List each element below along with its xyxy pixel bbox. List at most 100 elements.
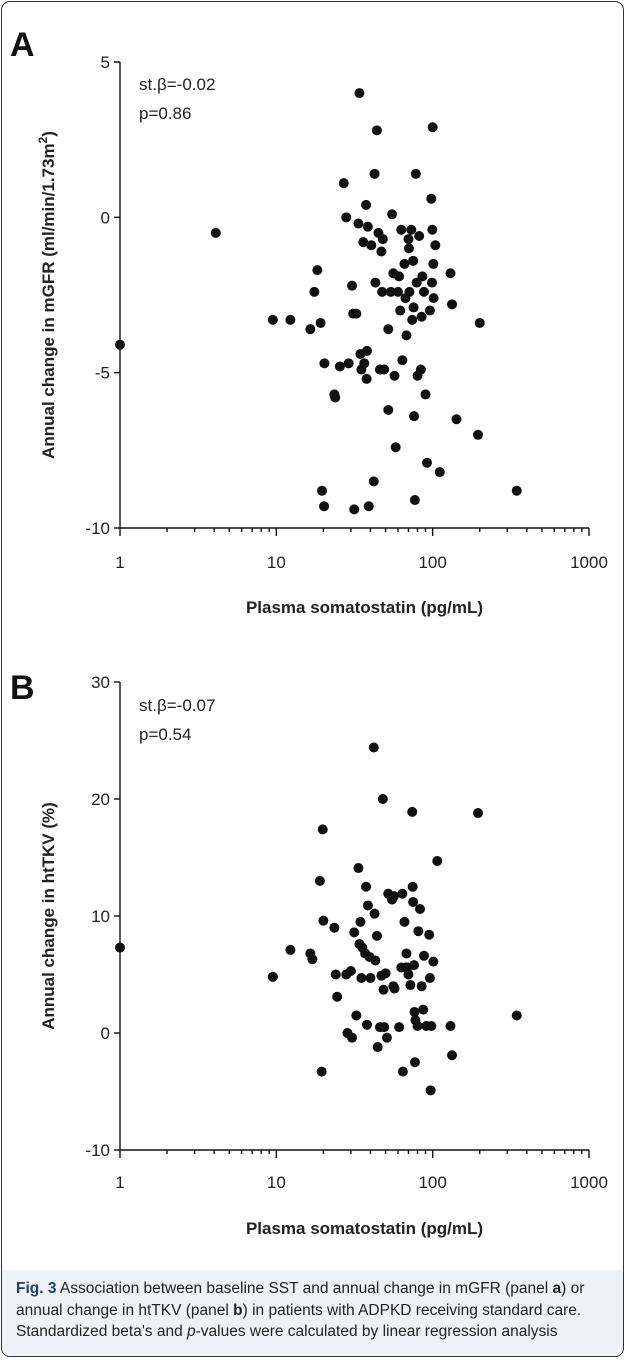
data-point (447, 1050, 458, 1061)
data-point (428, 258, 439, 269)
data-point (363, 501, 374, 512)
data-point (424, 973, 435, 984)
data-point (361, 345, 372, 356)
caption-segment: ) or annual change in htTKV (panel (16, 1280, 585, 1319)
data-point (445, 268, 456, 279)
caption-segment: b (233, 1301, 243, 1319)
data-point (378, 984, 389, 995)
data-point (345, 965, 356, 976)
data-point (403, 969, 414, 980)
data-point (424, 305, 435, 316)
data-point (359, 358, 370, 369)
data-point (377, 234, 388, 245)
data-point (409, 1057, 420, 1068)
data-point (428, 956, 439, 967)
data-point (389, 370, 400, 381)
data-point (451, 414, 462, 425)
x-tick-label: 1000 (570, 1173, 608, 1192)
data-point (413, 926, 424, 937)
data-point (370, 955, 381, 966)
x-tick-label: 10 (267, 553, 286, 572)
stat-p-value-annotation: p=0.86 (139, 104, 191, 123)
data-point (394, 271, 405, 282)
y-tick-label: 5 (101, 53, 110, 72)
data-point (315, 317, 326, 328)
data-point (365, 973, 376, 984)
data-point (356, 973, 367, 984)
data-point (399, 258, 410, 269)
data-point (396, 224, 407, 235)
y-tick-label: 10 (91, 907, 110, 926)
data-point (407, 314, 418, 325)
data-point (285, 314, 296, 325)
data-point (397, 355, 408, 366)
x-tick-label: 100 (418, 1173, 446, 1192)
data-point (316, 1066, 327, 1077)
data-point (361, 881, 372, 892)
data-point (424, 929, 435, 940)
data-point (338, 178, 349, 189)
data-point (405, 980, 416, 991)
data-point (408, 896, 419, 907)
x-tick-label: 10 (267, 1173, 286, 1192)
data-point (377, 286, 388, 297)
data-point (399, 916, 410, 927)
data-point (361, 1019, 372, 1030)
data-point (416, 981, 427, 992)
data-point (427, 122, 438, 133)
data-point (314, 875, 325, 886)
y-tick-label: -10 (85, 519, 110, 538)
caption-segment: p (187, 1323, 196, 1340)
data-point (428, 293, 439, 304)
data-point (312, 265, 323, 276)
y-axis-title-main: Annual change in mGFR (ml/min/1.73m (39, 143, 58, 459)
data-point (377, 794, 388, 804)
data-point (115, 942, 125, 953)
data-point (447, 299, 458, 310)
data-point (317, 485, 328, 496)
data-point (406, 224, 417, 235)
data-point (309, 286, 320, 297)
data-point (511, 1010, 522, 1021)
data-point (353, 863, 364, 874)
x-axis-title: Plasma somatostatin (pg/mL) (246, 1219, 483, 1238)
data-point (410, 168, 421, 179)
data-point (417, 271, 428, 282)
data-point (397, 888, 408, 899)
panel-letter: B (10, 669, 35, 707)
data-point (285, 944, 296, 955)
data-point (379, 1022, 390, 1033)
data-point (473, 808, 484, 819)
data-point (355, 916, 366, 927)
data-point (362, 221, 373, 232)
figure-caption: Fig. 3 Association between baseline SST … (2, 1270, 623, 1356)
data-point (415, 903, 426, 914)
data-point (407, 881, 418, 892)
data-point (425, 1085, 436, 1096)
data-point (401, 330, 412, 341)
data-point (371, 125, 382, 136)
data-point (414, 230, 425, 241)
data-point (390, 442, 401, 453)
data-point (349, 927, 360, 938)
data-point (379, 364, 390, 375)
data-point (395, 305, 406, 316)
data-point (370, 277, 381, 288)
data-point (389, 983, 400, 994)
data-point (343, 358, 354, 369)
data-point (511, 485, 522, 496)
data-point (404, 286, 415, 297)
data-point (368, 742, 379, 753)
y-axis-title: Annual change in htTKV (%) (39, 802, 58, 1030)
data-point (317, 824, 328, 835)
data-point (416, 311, 427, 322)
x-tick-label: 1 (115, 1173, 124, 1192)
y-tick-label: 0 (101, 208, 110, 227)
data-point (407, 806, 418, 817)
caption-segment: ) in patients with ADPKD receiving stand… (16, 1301, 582, 1341)
caption-text: Association between baseline SST and ann… (16, 1280, 584, 1340)
data-point (330, 392, 341, 403)
data-point (422, 457, 433, 468)
caption-segment: -values were calculated by linear regres… (195, 1323, 558, 1340)
